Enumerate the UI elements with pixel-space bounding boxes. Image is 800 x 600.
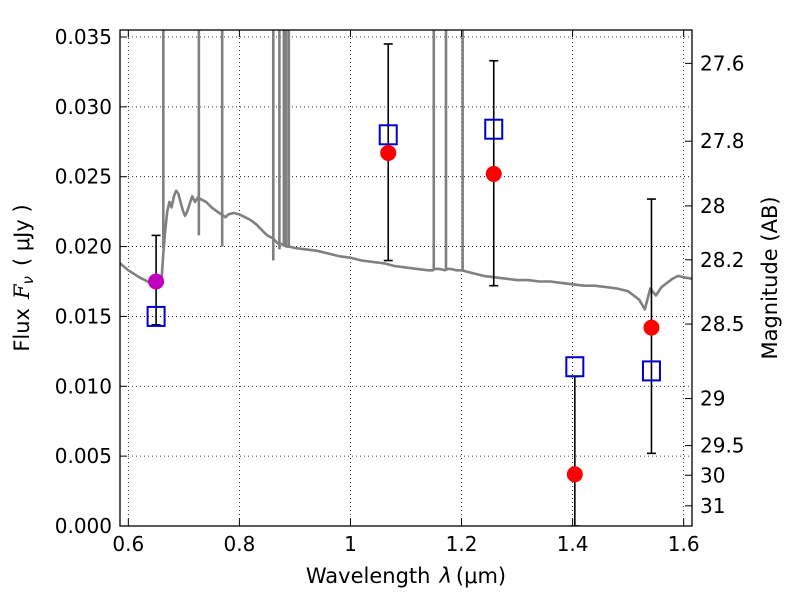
model-point xyxy=(378,124,398,146)
right-tick-label: 30 xyxy=(700,463,725,487)
right-tick-label: 31 xyxy=(700,494,725,518)
y-axis-title-symbol: F xyxy=(10,283,34,300)
x-axis-title: Wavelength λ (μm) xyxy=(306,564,506,588)
grid xyxy=(120,30,692,527)
y-axis-title-main: Flux xyxy=(10,308,34,352)
y-axis-title-subscript: ν xyxy=(19,276,37,284)
model-spectrum xyxy=(120,30,692,311)
x-axis-title-main: Wavelength xyxy=(306,564,431,588)
data-points xyxy=(146,118,661,483)
x-tick-label: 1.4 xyxy=(557,532,589,556)
plot-frame xyxy=(119,29,693,527)
observed-point xyxy=(566,466,583,483)
y-tick-label: 0.020 xyxy=(55,235,112,259)
spectrum-line xyxy=(120,189,692,311)
x-tick-label: 1.6 xyxy=(668,532,700,556)
y-tick-label: 0.000 xyxy=(55,514,112,538)
observed-point xyxy=(148,273,165,290)
right-tick-label: 29 xyxy=(700,387,725,411)
x-tick-label: 0.6 xyxy=(112,532,144,556)
y-tick-label: 0.035 xyxy=(55,25,112,49)
right-tick-label: 27.8 xyxy=(700,129,745,153)
axis-ticks: 0.6 0.8 1 1.2 1.4 1.6 0.000 0.005 0.010 0.015 0.02… xyxy=(55,25,745,556)
right-tick-label: 28.5 xyxy=(700,312,745,336)
observed-point xyxy=(485,165,502,182)
right-tick-label: 28 xyxy=(700,194,725,218)
right-tick-label: 27.6 xyxy=(700,51,745,75)
y-tick-label: 0.015 xyxy=(55,304,112,328)
right-tick-label: 29.5 xyxy=(700,434,745,458)
observed-point xyxy=(380,144,397,161)
right-tick-label: 28.2 xyxy=(700,248,745,272)
observed-point xyxy=(643,319,660,336)
y-right-axis-title: Magnitude (AB) xyxy=(758,196,782,359)
model-point xyxy=(146,305,166,327)
model-point xyxy=(565,356,585,378)
y-axis-title: Flux Fν ( μJy ) xyxy=(10,204,37,351)
y-tick-label: 0.010 xyxy=(55,374,112,398)
y-tick-label: 0.030 xyxy=(55,95,112,119)
x-tick-label: 1 xyxy=(344,532,357,556)
x-tick-label: 0.8 xyxy=(223,532,255,556)
model-point xyxy=(641,360,661,382)
x-axis-title-symbol: λ xyxy=(438,564,451,588)
model-point xyxy=(484,118,504,140)
x-tick-label: 1.2 xyxy=(446,532,478,556)
y-tick-label: 0.025 xyxy=(55,165,112,189)
y-axis-title-unit: ( μJy ) xyxy=(10,204,34,266)
x-axis-title-unit: (μm) xyxy=(456,564,506,588)
y-tick-label: 0.005 xyxy=(55,444,112,468)
